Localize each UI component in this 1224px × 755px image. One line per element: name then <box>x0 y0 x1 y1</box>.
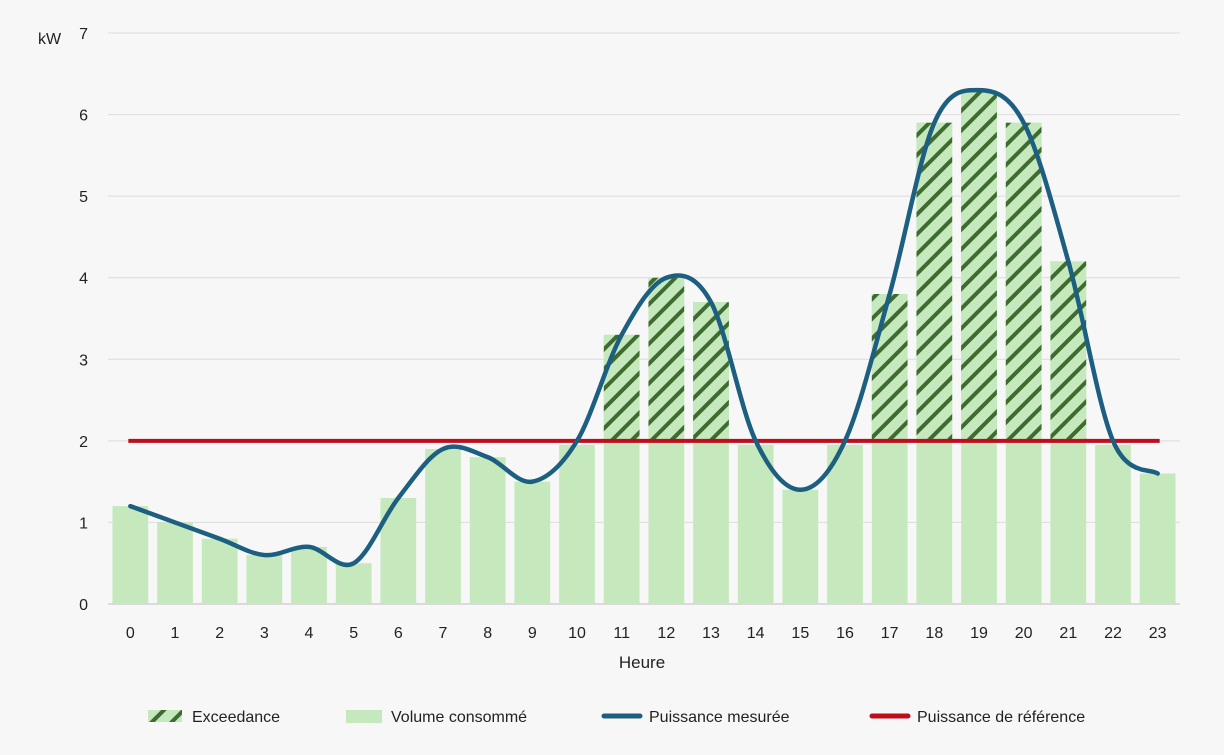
bar-5 <box>335 563 372 604</box>
bar-16 <box>827 444 863 604</box>
exceedance-hatch-12 <box>648 277 685 441</box>
bars <box>112 90 1176 605</box>
legend-label: Exceedance <box>192 709 280 726</box>
x-tick-label: 20 <box>1015 625 1033 642</box>
x-tick-label: 0 <box>126 625 135 642</box>
x-tick-label: 13 <box>702 625 720 642</box>
exceedance-hatch-20 <box>1005 122 1042 441</box>
bar-22 <box>1095 444 1131 604</box>
bar-0 <box>112 506 149 604</box>
bar-14 <box>737 444 774 604</box>
x-axis: 0 1 2 3 4 5 6 7 8 9 10 11 12 13 14 15 16 17 18 19 20 21 22 23 <box>126 625 1167 642</box>
bar-2 <box>201 538 238 604</box>
exceedance-hatch-13 <box>693 302 729 441</box>
y-axis: 0 1 2 3 4 5 6 7 <box>79 26 88 614</box>
bar-7 <box>425 449 461 604</box>
y-tick-label: 6 <box>79 108 88 125</box>
y-tick-label: 2 <box>79 434 88 451</box>
bar-3 <box>246 555 283 604</box>
y-tick-label: 1 <box>79 515 88 532</box>
legend-label: Volume consommé <box>391 709 527 726</box>
legend-item-measured: Puissance mesurée <box>601 709 790 726</box>
x-tick-label: 12 <box>657 625 675 642</box>
x-tick-label: 23 <box>1149 625 1167 642</box>
exceedance-hatch-18 <box>916 122 953 441</box>
x-tick-label: 6 <box>394 625 403 642</box>
x-tick-label: 11 <box>613 625 630 642</box>
x-tick-label: 17 <box>881 625 899 642</box>
x-tick-label: 16 <box>836 625 854 642</box>
legend-label: Puissance de référence <box>917 709 1085 726</box>
x-tick-label: 9 <box>528 625 537 642</box>
x-tick-label: 10 <box>568 625 586 642</box>
legend-item-reference: Puissance de référence <box>869 709 1085 726</box>
legend: Exceedance Volume consommé Puissance mes… <box>148 709 1085 726</box>
x-tick-label: 18 <box>925 625 943 642</box>
x-tick-label: 2 <box>215 625 224 642</box>
x-tick-label: 15 <box>791 625 809 642</box>
legend-label: Puissance mesurée <box>649 709 790 726</box>
exceedance-hatch-11 <box>603 334 640 441</box>
y-tick-label: 5 <box>79 189 88 206</box>
y-tick-label: 3 <box>79 352 88 369</box>
bar-10 <box>559 444 595 604</box>
x-tick-label: 5 <box>349 625 358 642</box>
x-tick-label: 21 <box>1059 625 1077 642</box>
x-tick-label: 7 <box>439 625 448 642</box>
legend-swatch-bar <box>346 710 382 723</box>
x-tick-label: 4 <box>305 625 314 642</box>
bar-4 <box>291 546 327 604</box>
bar-8 <box>469 457 506 604</box>
x-tick-label: 3 <box>260 625 269 642</box>
bar-9 <box>514 481 551 604</box>
x-tick-label: 1 <box>171 625 180 642</box>
legend-swatch-hatch <box>148 710 182 722</box>
exceedance-hatch-21 <box>1050 261 1087 441</box>
bar-1 <box>157 522 193 604</box>
measured-line-path <box>128 87 1160 568</box>
x-tick-label: 22 <box>1104 625 1122 642</box>
measured-line <box>128 87 1160 568</box>
bar-15 <box>782 489 819 604</box>
y-tick-label: 4 <box>79 271 88 288</box>
bar-23 <box>1139 473 1176 604</box>
y-axis-label: kW <box>38 31 62 48</box>
exceedance-hatch-17 <box>871 294 908 441</box>
legend-item-exceedance: Exceedance <box>148 709 280 726</box>
exceedance-hatch-19 <box>961 90 997 441</box>
x-tick-label: 14 <box>747 625 765 642</box>
legend-item-volume: Volume consommé <box>346 709 527 726</box>
y-tick-label: 7 <box>79 26 88 43</box>
y-tick-label: 0 <box>79 597 88 614</box>
x-axis-label: Heure <box>619 653 665 672</box>
x-tick-label: 8 <box>483 625 492 642</box>
x-tick-label: 19 <box>970 625 988 642</box>
